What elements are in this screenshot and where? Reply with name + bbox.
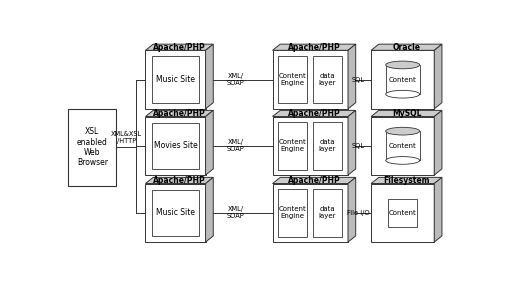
Polygon shape — [205, 178, 213, 242]
Bar — [278, 56, 307, 103]
Text: Content: Content — [389, 210, 417, 216]
Bar — [146, 184, 205, 242]
Text: data
layer: data layer — [318, 139, 336, 152]
Text: XML&XSL
/HTTP: XML&XSL /HTTP — [111, 131, 142, 144]
Polygon shape — [434, 44, 442, 109]
Bar — [152, 190, 199, 236]
Bar — [278, 189, 307, 237]
Text: Movies Site: Movies Site — [154, 141, 197, 150]
Text: SQL: SQL — [351, 143, 365, 149]
Text: Apache/PHP: Apache/PHP — [153, 43, 206, 52]
Polygon shape — [273, 178, 356, 184]
Text: Apache/PHP: Apache/PHP — [153, 176, 206, 185]
Bar — [278, 122, 307, 170]
Bar — [273, 50, 348, 109]
Polygon shape — [348, 110, 356, 175]
Bar — [313, 189, 342, 237]
Bar — [371, 116, 434, 175]
Text: Apache/PHP: Apache/PHP — [288, 43, 341, 52]
Polygon shape — [146, 178, 213, 184]
Bar — [152, 123, 199, 169]
Polygon shape — [348, 44, 356, 109]
Bar — [386, 131, 420, 160]
Text: XSL
enabled
Web
Browser: XSL enabled Web Browser — [77, 127, 108, 167]
Bar — [371, 184, 434, 242]
Bar — [313, 56, 342, 103]
Text: MySQL: MySQL — [392, 109, 421, 118]
Text: File I/O: File I/O — [347, 210, 369, 216]
Polygon shape — [348, 178, 356, 242]
Text: Apache/PHP: Apache/PHP — [288, 109, 341, 118]
Polygon shape — [434, 178, 442, 242]
Bar — [388, 199, 417, 227]
Bar — [313, 122, 342, 170]
Text: XML/
SOAP: XML/ SOAP — [227, 139, 245, 152]
Text: Content
Engine: Content Engine — [279, 206, 306, 219]
Text: SQL: SQL — [351, 77, 365, 83]
Text: Oracle: Oracle — [392, 43, 420, 52]
Text: XML/
SOAP: XML/ SOAP — [227, 73, 245, 86]
Ellipse shape — [386, 91, 420, 98]
Polygon shape — [205, 110, 213, 175]
Text: Content
Engine: Content Engine — [279, 73, 306, 86]
Bar — [386, 65, 420, 94]
Ellipse shape — [386, 157, 420, 164]
Text: Music Site: Music Site — [156, 75, 195, 84]
Text: Filesystem: Filesystem — [383, 176, 430, 185]
Polygon shape — [273, 110, 356, 116]
Polygon shape — [273, 44, 356, 50]
Bar — [152, 56, 199, 103]
Polygon shape — [371, 110, 442, 116]
Text: Content
Engine: Content Engine — [279, 139, 306, 152]
Polygon shape — [146, 110, 213, 116]
Text: Apache/PHP: Apache/PHP — [153, 109, 206, 118]
Ellipse shape — [386, 61, 420, 69]
Polygon shape — [371, 178, 442, 184]
Polygon shape — [371, 44, 442, 50]
Polygon shape — [205, 44, 213, 109]
Text: data
layer: data layer — [318, 206, 336, 219]
Ellipse shape — [386, 127, 420, 135]
Bar — [273, 184, 348, 242]
Text: data
layer: data layer — [318, 73, 336, 86]
Polygon shape — [146, 44, 213, 50]
Polygon shape — [434, 110, 442, 175]
Bar — [371, 50, 434, 109]
Bar — [273, 116, 348, 175]
Bar — [146, 50, 205, 109]
Text: Content: Content — [389, 77, 417, 83]
Bar — [146, 116, 205, 175]
Text: Music Site: Music Site — [156, 208, 195, 217]
Text: XML/
SOAP: XML/ SOAP — [227, 206, 245, 219]
Bar — [68, 109, 116, 186]
Text: Apache/PHP: Apache/PHP — [288, 176, 341, 185]
Text: Content: Content — [389, 143, 417, 149]
